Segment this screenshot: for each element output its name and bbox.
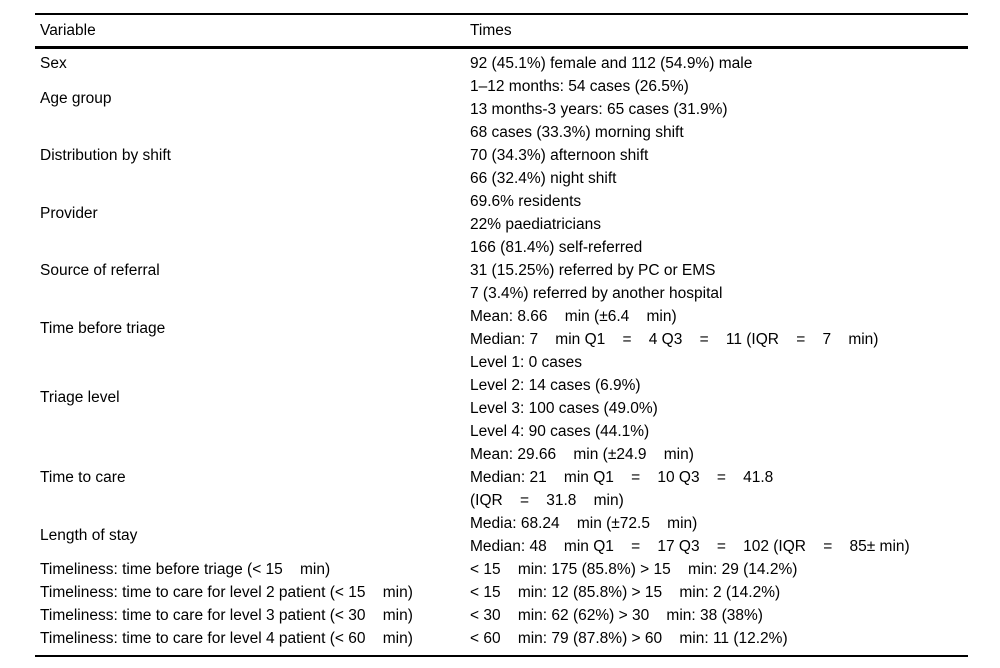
table-row-triage-level: Triage level Level 1: 0 cases Level 2: 1… <box>35 351 968 443</box>
patient-triage-summary-table: Variable Times Sex 92 (45.1%) female and… <box>35 13 968 657</box>
variable-cell: Timeliness: time before triage (< 15 min… <box>40 561 331 578</box>
variable-cell: Time before triage <box>40 319 166 337</box>
times-cell: 68 cases (33.3%) morning shift 70 (34.3%… <box>470 124 684 187</box>
table-row-source-of-referral: Source of referral 166 (81.4%) self-refe… <box>35 236 968 305</box>
table-row-sex: Sex 92 (45.1%) female and 112 (54.9%) ma… <box>35 48 968 76</box>
variable-cell: Length of stay <box>40 526 138 544</box>
times-cell: 1–12 months: 54 cases (26.5%) 13 months-… <box>470 78 728 118</box>
table-row-age-group: Age group 1–12 months: 54 cases (26.5%) … <box>35 75 968 121</box>
column-header-times: Times <box>470 14 968 49</box>
table-row-timeliness-level-2: Timeliness: time to care for level 2 pat… <box>35 581 968 604</box>
variable-cell: Source of referral <box>40 262 160 279</box>
times-cell: 166 (81.4%) self-referred 31 (15.25%) re… <box>470 239 723 302</box>
table-row-time-to-care: Time to care Mean: 29.66 min (±24.9 min)… <box>35 443 968 512</box>
column-header-variable: Variable <box>35 14 470 49</box>
times-cell: < 30 min: 62 (62%) > 30 min: 38 (38%) <box>470 607 763 624</box>
table-row-time-before-triage: Time before triage Mean: 8.66 min (±6.4 … <box>35 305 968 351</box>
variable-cell: Provider <box>40 204 98 222</box>
table-row-timeliness-level-4: Timeliness: time to care for level 4 pat… <box>35 627 968 656</box>
table-row-timeliness-before-triage: Timeliness: time before triage (< 15 min… <box>35 558 968 581</box>
variable-cell: Sex <box>40 55 67 72</box>
times-cell: Media: 68.24 min (±72.5 min) Median: 48 … <box>470 515 910 555</box>
table-header-row: Variable Times <box>35 14 968 49</box>
variable-cell: Time to care <box>40 469 126 486</box>
times-cell: < 15 min: 175 (85.8%) > 15 min: 29 (14.2… <box>470 561 798 578</box>
times-cell: 92 (45.1%) female and 112 (54.9%) male <box>470 55 753 72</box>
table-row-timeliness-level-3: Timeliness: time to care for level 3 pat… <box>35 604 968 627</box>
times-cell: 69.6% residents 22% paediatricians <box>470 193 601 233</box>
table-row-distribution-by-shift: Distribution by shift 68 cases (33.3%) m… <box>35 121 968 190</box>
variable-cell: Timeliness: time to care for level 2 pat… <box>40 584 413 601</box>
variable-cell: Distribution by shift <box>40 147 171 164</box>
table-row-provider: Provider 69.6% residents 22% paediatrici… <box>35 190 968 236</box>
times-cell: < 60 min: 79 (87.8%) > 60 min: 11 (12.2%… <box>470 630 788 647</box>
variable-cell: Timeliness: time to care for level 4 pat… <box>40 630 413 647</box>
times-cell: Mean: 29.66 min (±24.9 min) Median: 21 m… <box>470 446 774 509</box>
times-cell: < 15 min: 12 (85.8%) > 15 min: 2 (14.2%) <box>470 584 781 601</box>
variable-cell: Timeliness: time to care for level 3 pat… <box>40 607 413 624</box>
variable-cell: Age group <box>40 89 112 107</box>
variable-cell: Triage level <box>40 388 120 406</box>
table-row-length-of-stay: Length of stay Media: 68.24 min (±72.5 m… <box>35 512 968 558</box>
times-cell: Level 1: 0 cases Level 2: 14 cases (6.9%… <box>470 354 658 440</box>
times-cell: Mean: 8.66 min (±6.4 min) Median: 7 min … <box>470 308 879 348</box>
